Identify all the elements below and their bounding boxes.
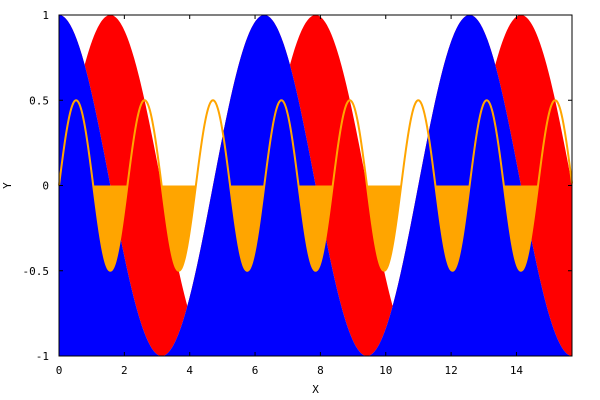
- series-sin3x-lobe: [435, 185, 470, 271]
- plot-area: [58, 15, 573, 356]
- series-sin3x-lobe: [93, 185, 128, 271]
- x-tick-label: 2: [121, 364, 128, 377]
- series-sin3x-lobe: [503, 185, 539, 271]
- series-sin3x-lobe: [161, 185, 196, 271]
- y-tick-label: 1: [42, 9, 49, 22]
- x-axis: 0 2 4 6 8 10 12 14: [56, 15, 524, 377]
- x-tick-label: 10: [379, 364, 392, 377]
- x-tick-label: 4: [186, 364, 193, 377]
- series-sin3x-line: [58, 99, 573, 272]
- x-tick-label: 0: [56, 364, 63, 377]
- x-tick-label: 12: [444, 364, 457, 377]
- y-axis-label: Y: [1, 182, 14, 189]
- x-axis-label: X: [312, 383, 319, 396]
- x-tick-label: 14: [510, 364, 524, 377]
- series-sin3x-lobe: [298, 185, 333, 271]
- y-axis: -1 -0.5 0 0.5 1: [23, 9, 572, 363]
- x-tick-label: 8: [317, 364, 324, 377]
- x-tick-label: 6: [252, 364, 259, 377]
- series-sin3x-lobe: [230, 185, 265, 271]
- y-tick-label: 0: [42, 180, 49, 193]
- y-tick-label: -1: [36, 350, 49, 363]
- y-tick-label: 0.5: [29, 94, 49, 107]
- series-sin3x-lobe: [366, 185, 402, 271]
- y-tick-label: -0.5: [23, 265, 50, 278]
